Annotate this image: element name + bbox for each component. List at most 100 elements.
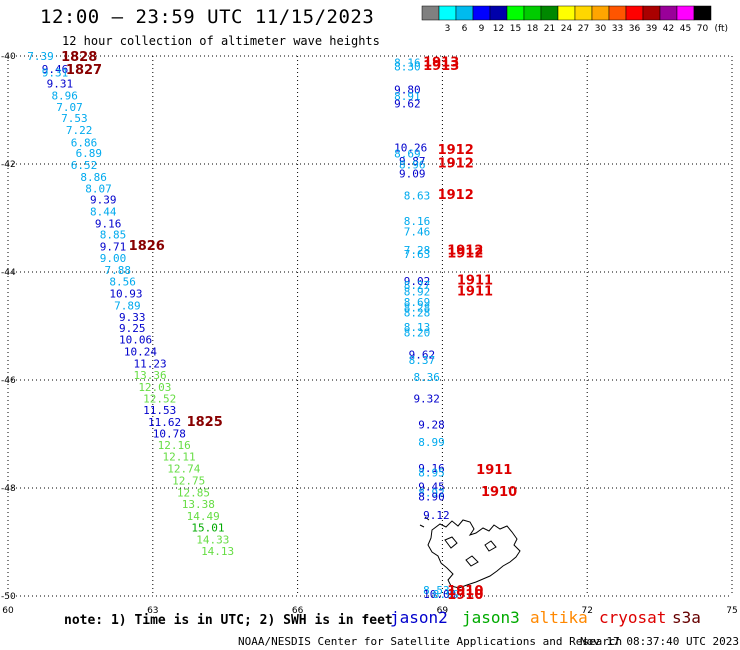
swh-value: 12.03	[138, 381, 171, 394]
swh-value: 9.31	[42, 67, 69, 80]
colorbar-swatch	[557, 5, 576, 21]
swh-value: 8.92	[418, 486, 445, 499]
swh-value: 8.07	[85, 182, 112, 195]
y-tick-label: -44	[1, 268, 16, 278]
swh-value: 8.95	[418, 466, 445, 479]
swh-value: 9.33	[119, 311, 146, 324]
lat-lon-grid	[7, 55, 733, 597]
swh-value: 9.80	[394, 83, 421, 96]
swh-value: 7.28	[404, 244, 431, 257]
swh-value: 8.28	[404, 302, 431, 315]
swh-value: 9.25	[119, 322, 146, 335]
colorbar-swatch	[489, 5, 508, 21]
swh-value: 8.69	[404, 296, 431, 309]
axis-ticks: 60 63 66 69 72 75 -40 -42 -44 -46 -48 -50	[1, 52, 738, 616]
swh-value: 8.99	[418, 436, 445, 449]
swh-value: 12.52	[143, 392, 176, 405]
pass-time-label: 1911	[457, 284, 493, 299]
pass-time-label: 1911	[476, 463, 512, 478]
swh-value: 8.44	[90, 206, 117, 219]
swh-value: 9.87	[399, 155, 426, 168]
swh-value: 14.49	[187, 510, 220, 523]
swh-value: 8.92	[404, 285, 431, 298]
pass-time-label: 1912	[447, 247, 483, 262]
swh-value: 9.16	[95, 217, 122, 230]
swh-value: 8.90	[418, 491, 445, 504]
pass-time-label: 1911	[457, 274, 493, 289]
swh-value: 8.99	[433, 588, 460, 601]
colorbar-level-label: 21	[544, 24, 555, 34]
colorbar-swatch	[625, 5, 644, 21]
swh-value: 8.91	[394, 90, 421, 103]
swh-value: 7.53	[61, 112, 88, 125]
swh-value: 9.62	[409, 349, 436, 362]
swh-value: 8.85	[100, 229, 127, 242]
colorbar-level-label: 6	[462, 24, 468, 34]
track-east-values: 8.168.309.808.919.6210.268.699.878.969.0…	[394, 56, 459, 600]
swh-value: 9.62	[394, 98, 421, 111]
swh-value: 8.53	[423, 584, 450, 597]
swh-value: 10.24	[124, 345, 157, 358]
swh-value: 9.39	[90, 194, 117, 207]
pass-time-label: 1828	[61, 50, 97, 65]
pass-time-label: 1912	[438, 188, 474, 203]
pass-time-label: 1910	[447, 584, 483, 599]
colorbar-unit-label: (ft)	[714, 24, 728, 34]
colorbar-level-label: 9	[479, 24, 485, 34]
pass-time-label: 1827	[66, 63, 102, 78]
swh-value: 12.75	[172, 474, 205, 487]
x-tick-label: 75	[726, 606, 737, 616]
swh-value: 8.96	[399, 159, 426, 172]
swh-value: 9.45	[418, 480, 445, 493]
swh-value: 9.28	[418, 418, 445, 431]
swh-value: 9.46	[42, 63, 69, 76]
pass-time-label: 1913	[423, 59, 459, 74]
swh-value: 6.89	[76, 147, 103, 160]
colorbar-swatch	[438, 5, 457, 21]
x-tick-label: 60	[2, 606, 14, 616]
colorbar-level-label: 33	[612, 24, 623, 34]
swh-value: 12.11	[162, 451, 195, 464]
chart-subtitle: 12 hour collection of altimeter wave hei…	[62, 34, 380, 48]
pass-time-label: 1912	[447, 243, 483, 258]
colorbar-level-label: 39	[646, 24, 658, 34]
colorbar-swatch	[506, 5, 525, 21]
legend-jason2: jason2	[390, 608, 448, 627]
track-west-values: 7.399.469.319.318.967.077.537.226.866.89…	[27, 50, 234, 558]
pass-time-label: 1913	[423, 55, 459, 70]
swh-value: 8.56	[109, 276, 136, 289]
colorbar-level-label: 15	[510, 24, 521, 34]
legend-s3a: s3a	[672, 608, 701, 627]
colorbar-level-label: 27	[578, 24, 589, 34]
colorbar-swatch	[523, 5, 542, 21]
chart-title: 12:00 – 23:59 UTC 11/15/2023	[40, 6, 375, 28]
swh-value: 7.46	[404, 226, 431, 239]
colorbar-swatch	[693, 5, 712, 21]
units-note: note: 1) Time is in UTC; 2) SWH is in fe…	[64, 613, 393, 628]
swh-value: 9.02	[404, 275, 431, 288]
colorbar-swatch	[608, 5, 627, 21]
credit-line: NOAA/NESDIS Center for Satellite Applica…	[238, 635, 623, 648]
colorbar-level-label: 70	[697, 24, 709, 34]
colorbar: 3 6 9 12 15 18 21 24 27 30 33 36 39 42 45 70 (ft)	[421, 5, 728, 34]
swh-value: 10.26	[394, 141, 427, 154]
pass-time-labels: 1828182718261825191319131912191219121912…	[61, 50, 517, 603]
y-tick-label: -50	[1, 592, 16, 602]
colorbar-swatch	[676, 5, 695, 21]
swh-value: 9.09	[399, 168, 426, 181]
swh-value: 7.63	[404, 248, 431, 261]
swh-value: 8.63	[404, 189, 431, 202]
swh-value: 15.01	[191, 521, 224, 534]
colorbar-swatch	[472, 5, 491, 21]
swh-value: 9.32	[413, 392, 440, 405]
colorbar-swatch	[659, 5, 678, 21]
colorbar-swatch	[421, 5, 440, 21]
swh-value: 8.96	[51, 89, 78, 102]
colorbar-swatch	[642, 5, 661, 21]
generated-timestamp: Nov 17 08:37:40 UTC 2023	[580, 635, 739, 648]
swh-value: 6.86	[71, 136, 98, 149]
swh-value: 9.16	[418, 462, 445, 475]
colorbar-swatch	[591, 5, 610, 21]
